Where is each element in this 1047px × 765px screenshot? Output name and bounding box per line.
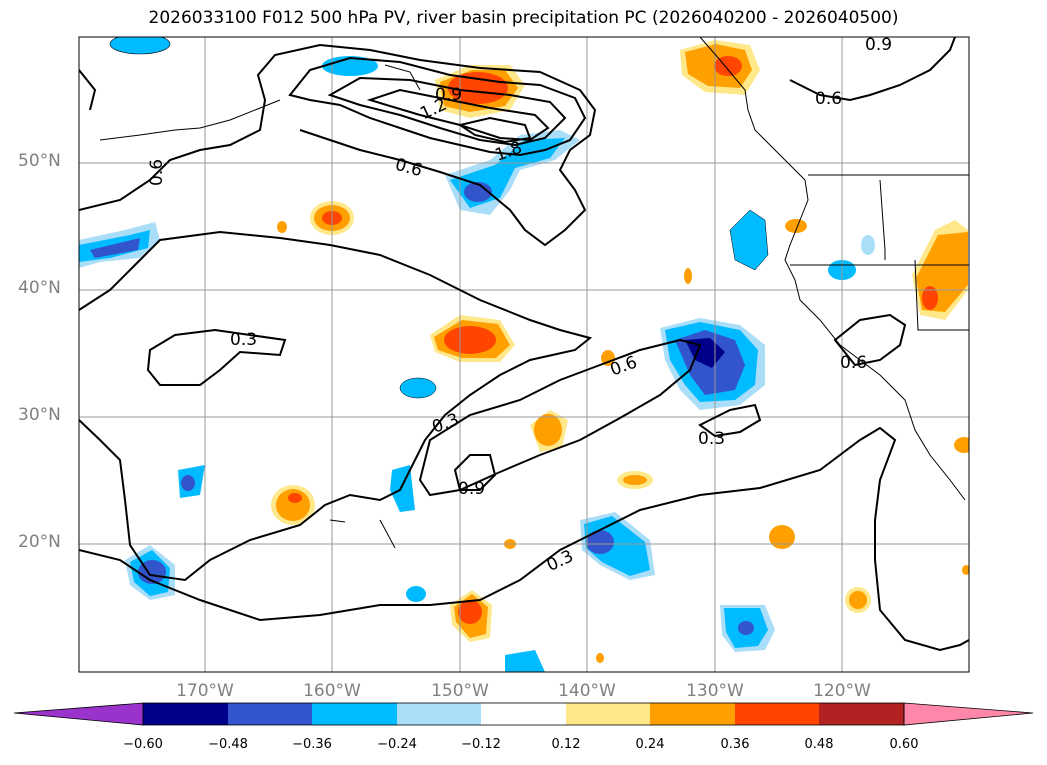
colorbar-min-extend bbox=[13, 702, 144, 726]
pv-contour bbox=[789, 37, 956, 102]
pos-blob bbox=[596, 653, 604, 663]
pv-contour bbox=[366, 88, 550, 142]
contour-label: 0.6 bbox=[147, 159, 167, 186]
neg-blob bbox=[322, 56, 378, 76]
pos-blob bbox=[448, 72, 508, 104]
colorbar-bin bbox=[650, 703, 735, 725]
lat-label: 50°N bbox=[18, 151, 61, 171]
neg-blob bbox=[406, 586, 426, 602]
colorbar-outline bbox=[142, 702, 905, 726]
neg-blob bbox=[861, 235, 875, 255]
pos-blob bbox=[534, 414, 562, 446]
neg-blob bbox=[505, 650, 545, 672]
pos-blob bbox=[684, 268, 692, 284]
pos-blob bbox=[922, 286, 938, 310]
pv-contour bbox=[457, 116, 532, 144]
pv-contour bbox=[79, 426, 969, 652]
map-title: 2026033100 F012 500 hPa PV, river basin … bbox=[148, 8, 899, 28]
pos-blob bbox=[769, 525, 795, 549]
neg-blob bbox=[90, 238, 140, 258]
colorbar-tick: −0.48 bbox=[208, 737, 248, 752]
neg-blob bbox=[586, 530, 614, 554]
pv-contour bbox=[79, 69, 97, 111]
colorbar-tick: −0.36 bbox=[292, 737, 332, 752]
pv-contour bbox=[833, 313, 907, 367]
contour-label: 0.6 bbox=[840, 353, 867, 373]
pos-blob bbox=[458, 600, 482, 624]
lon-label: 120°W bbox=[813, 681, 871, 701]
colorbar-tick: −0.24 bbox=[377, 737, 417, 752]
contour-label: 0.9 bbox=[435, 85, 462, 105]
pv-contour bbox=[327, 76, 567, 147]
pv-contour bbox=[288, 56, 587, 157]
lat-label: 30°N bbox=[18, 405, 61, 425]
lat-label: 20°N bbox=[18, 532, 61, 552]
pos-blob bbox=[601, 350, 615, 366]
pv-contour bbox=[698, 403, 762, 438]
colorbar-bin bbox=[735, 703, 819, 725]
pos-blob bbox=[288, 493, 302, 503]
pos-blob bbox=[954, 437, 969, 453]
neg-blob bbox=[390, 465, 415, 512]
colorbar-max-extend bbox=[903, 702, 1034, 726]
neg-blob bbox=[738, 621, 754, 635]
colorbar-bin bbox=[397, 703, 481, 725]
colorbar-bin bbox=[566, 703, 650, 725]
pv-contours bbox=[79, 37, 969, 652]
graticule bbox=[79, 37, 969, 672]
pv-contour bbox=[79, 43, 597, 247]
neg-blob bbox=[109, 37, 171, 55]
colorbar-bin bbox=[312, 703, 397, 725]
pos-blob bbox=[849, 591, 867, 609]
colorbar-bin bbox=[228, 703, 312, 725]
neg-blob bbox=[399, 377, 437, 399]
pv-contour bbox=[79, 230, 593, 582]
lon-label: 150°W bbox=[431, 681, 489, 701]
pv-contour bbox=[146, 328, 287, 386]
pos-blob bbox=[444, 326, 496, 354]
contour-label: 0.9 bbox=[865, 35, 892, 55]
contour-label: 0.3 bbox=[230, 330, 257, 350]
colorbar-tick: 0.36 bbox=[720, 737, 750, 752]
lon-label: 170°W bbox=[176, 681, 234, 701]
colorbar bbox=[13, 702, 1034, 726]
contour-label: 0.3 bbox=[698, 429, 725, 449]
pos-blob bbox=[785, 219, 807, 233]
pv-contour bbox=[453, 454, 497, 491]
pos-blob bbox=[277, 221, 287, 233]
colorbar-bin bbox=[143, 703, 228, 725]
neg-blob bbox=[464, 182, 492, 202]
colorbar-bin bbox=[481, 703, 566, 725]
pos-blob bbox=[962, 565, 969, 575]
neg-blob bbox=[729, 209, 769, 271]
coastlines bbox=[99, 37, 969, 549]
pos-blob bbox=[623, 475, 647, 485]
pv-contour bbox=[418, 338, 702, 497]
lon-label: 160°W bbox=[303, 681, 361, 701]
colorbar-tick: 0.24 bbox=[635, 737, 665, 752]
colorbar-tick: −0.60 bbox=[123, 737, 163, 752]
contour-label: 0.6 bbox=[815, 89, 842, 109]
colorbar-tick: 0.48 bbox=[804, 737, 834, 752]
pos-blob bbox=[714, 56, 742, 76]
colorbar-bin bbox=[819, 703, 904, 725]
contour-label: 0.9 bbox=[458, 479, 485, 499]
map-frame bbox=[78, 36, 970, 673]
precip-shading bbox=[79, 37, 969, 672]
colorbar-tick: 0.60 bbox=[889, 737, 919, 752]
neg-blob bbox=[181, 475, 195, 491]
colorbar-tick: 0.12 bbox=[551, 737, 581, 752]
colorbar-tick: −0.12 bbox=[461, 737, 501, 752]
lon-label: 140°W bbox=[558, 681, 616, 701]
lon-label: 130°W bbox=[686, 681, 744, 701]
lat-label: 40°N bbox=[18, 278, 61, 298]
